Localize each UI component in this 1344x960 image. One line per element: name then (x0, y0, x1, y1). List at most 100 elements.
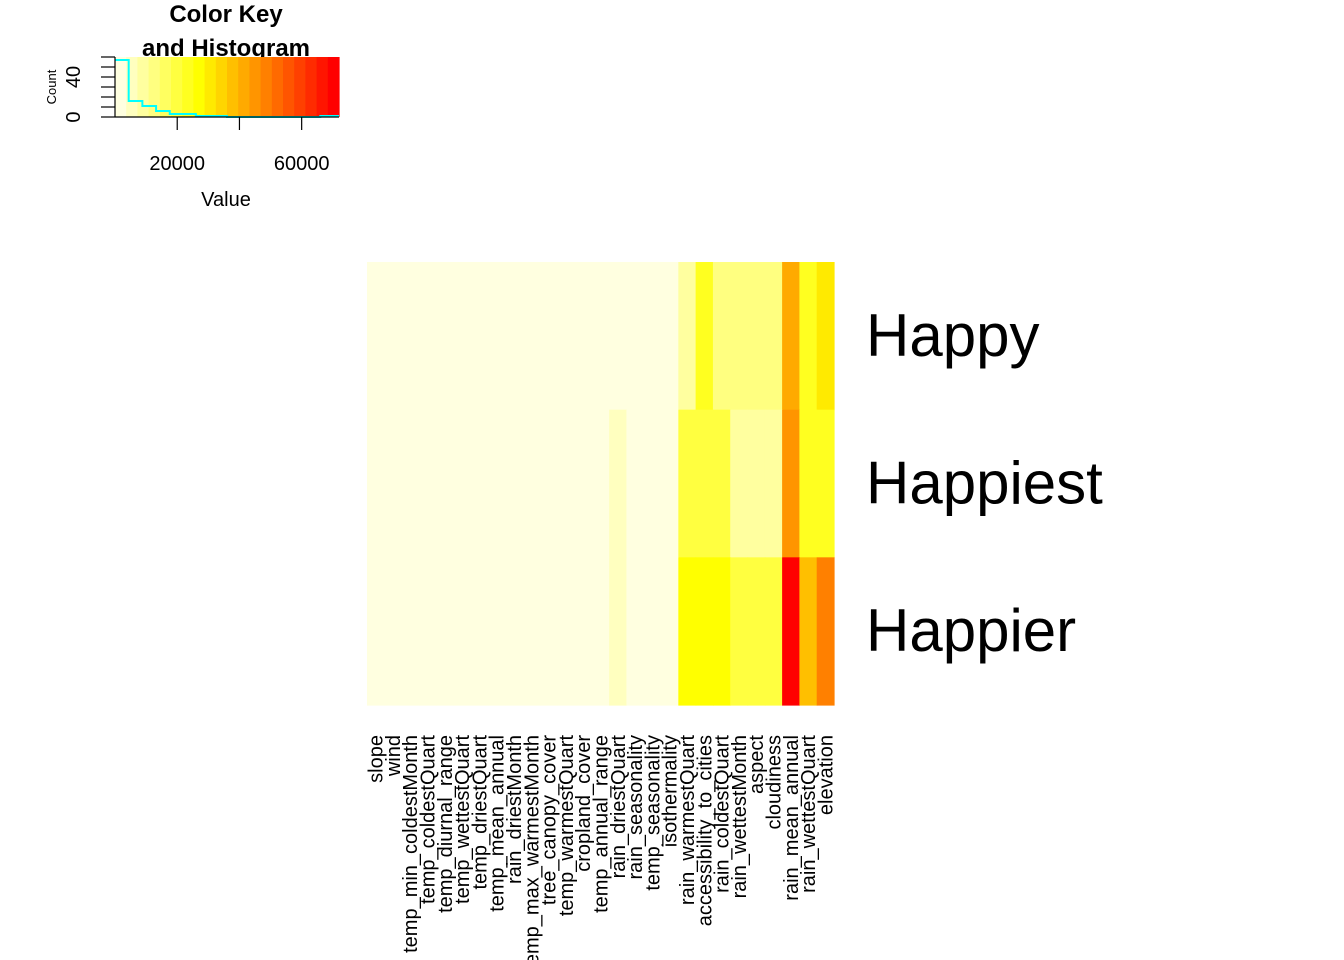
color-key-y-tick-label: 40 (63, 66, 85, 88)
heatmap-cell (488, 262, 506, 411)
heatmap-cell (678, 409, 697, 558)
color-key-band (327, 57, 340, 117)
heatmap-cell (782, 262, 801, 411)
color-key-y-tick-label: 0 (63, 111, 85, 122)
heatmap-cell (488, 409, 506, 558)
color-key-band (305, 57, 318, 117)
heatmap-cell (764, 262, 783, 411)
heatmap-cell (591, 409, 610, 558)
heatmap-cell (453, 262, 472, 411)
heatmap-cell (539, 262, 558, 411)
heatmap-cell (712, 262, 731, 411)
heatmap-cell (626, 557, 645, 706)
color-key-band (249, 57, 262, 117)
heatmap-column-label: temp_driestQuart (469, 735, 491, 890)
color-key-band (204, 57, 217, 117)
heatmap-row-label: Happier (866, 597, 1076, 664)
heatmap-cell (799, 557, 818, 706)
heatmap-cell (401, 262, 420, 411)
heatmap-cell (643, 557, 662, 706)
heatmap-column-label: tree_canopy_cover (539, 735, 561, 905)
heatmap-cell (591, 262, 610, 411)
color-key-band (238, 57, 250, 117)
heatmap-cell (609, 557, 628, 706)
heatmap-column-labels: slopewindtemp_min_coldestMonthtemp_colde… (366, 735, 838, 960)
heatmap-cell (712, 557, 731, 706)
heatmap-cell (557, 557, 576, 706)
heatmap-cell (816, 409, 835, 558)
color-key-band (126, 57, 138, 117)
heatmap-column-label: rain_driestMonth (504, 735, 526, 884)
heatmap-cell (695, 409, 714, 558)
color-key-band (137, 57, 150, 117)
heatmap-column-label: rain_warmestQuart (677, 735, 699, 906)
heatmap-cell (367, 262, 385, 411)
heatmap-cells (367, 262, 835, 706)
heatmap-cell (453, 557, 472, 706)
heatmap-cell (747, 557, 766, 706)
color-key-axes: 20000 60000 0 40 (63, 56, 339, 175)
heatmap-column-label: rain_seasonality (625, 735, 647, 880)
color-key-band (159, 57, 172, 117)
heatmap-cell (782, 557, 801, 706)
heatmap-cell (764, 409, 783, 558)
heatmap-cell (661, 409, 679, 558)
heatmap-column-label: elevation (815, 735, 837, 815)
heatmap-cell (678, 262, 697, 411)
color-key-band (316, 57, 329, 117)
color-key-band (271, 57, 284, 117)
heatmap-cell (436, 409, 455, 558)
color-key-band (260, 57, 273, 117)
heatmap-cell (522, 262, 541, 411)
heatmap-column-label: cropland_cover (573, 735, 595, 872)
heatmap-cell (453, 409, 472, 558)
heatmap-column-label: temp_diurnal_range (435, 735, 457, 913)
heatmap-cell (401, 557, 420, 706)
heatmap-cell (470, 409, 489, 558)
heatmap-column-label: temp_annual_range (591, 735, 613, 913)
heatmap-cell (764, 557, 783, 706)
heatmap-cell (730, 557, 749, 706)
heatmap-cell (799, 262, 818, 411)
color-key-band (193, 57, 206, 117)
color-key-band (283, 57, 295, 117)
heatmap-cell (730, 409, 749, 558)
heatmap-cell (643, 409, 662, 558)
heatmap-cell (522, 557, 541, 706)
heatmap-cell (470, 262, 489, 411)
color-key-band (294, 57, 306, 117)
heatmap-cell (436, 262, 455, 411)
heatmap-column-label: temp_max_warmestMonth (521, 735, 543, 960)
heatmap-cell (626, 262, 645, 411)
heatmap-cell (367, 557, 385, 706)
heatmap-cell (782, 409, 801, 558)
heatmap-cell (591, 557, 610, 706)
heatmap-cell (418, 262, 437, 411)
heatmap-column-label: cloudiness (763, 735, 785, 830)
heatmap-column-label: slope (366, 735, 388, 783)
heatmap-cell (609, 262, 628, 411)
heatmap-cell (539, 409, 558, 558)
color-key-bands (115, 57, 340, 117)
color-key-title-line-1: Color Key (169, 1, 283, 28)
heatmap-cell (436, 557, 455, 706)
heatmap-column-label: rain_mean_annual (781, 735, 803, 901)
heatmap-row-labels: Happy Happiest Happier (866, 302, 1103, 664)
heatmap-row-label: Happiest (866, 450, 1103, 517)
heatmap-cell (661, 557, 679, 706)
color-key-x-tick-label: 20000 (149, 153, 205, 175)
heatmap-column-label: temp_wettestQuart (452, 735, 474, 904)
heatmap-cell (747, 409, 766, 558)
heatmap-cell (816, 262, 835, 411)
heatmap-column-label: temp_coldestQuart (418, 735, 440, 904)
heatmap-column-label: temp_seasonality (642, 735, 664, 891)
heatmap-cell (574, 557, 593, 706)
heatmap-cell (384, 262, 403, 411)
heatmap-cell (418, 409, 437, 558)
heatmap-column-label: temp_min_coldestMonth (400, 735, 422, 953)
heatmap-cell (401, 409, 420, 558)
color-key-band (115, 57, 127, 117)
